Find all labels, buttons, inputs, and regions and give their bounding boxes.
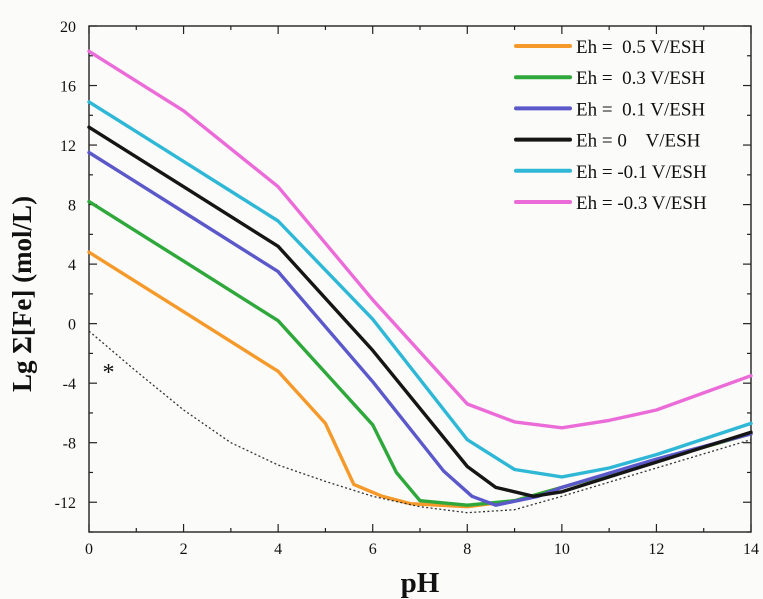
legend-label: Eh = -0.1 V/ESH bbox=[576, 162, 707, 183]
x-tick-label: 10 bbox=[554, 541, 570, 558]
axes-layer: 0 2 4 6 8 10 12 14 -12 -8 -4 0 4 8 12 16 20 bbox=[55, 19, 759, 558]
legend-label: Eh = 0.1 V/ESH bbox=[576, 99, 705, 120]
series-line-6 bbox=[87, 49, 753, 430]
y-axis-title: Lg Σ[Fe] (mol/L) bbox=[7, 196, 37, 392]
x-tick-label: 6 bbox=[369, 541, 377, 558]
y-tick-label: 4 bbox=[68, 257, 76, 274]
x-tick-label: 2 bbox=[180, 541, 188, 558]
legend-label: Eh = -0.3 V/ESH bbox=[576, 193, 707, 214]
legend-label: Eh = 0 V/ESH bbox=[576, 131, 701, 152]
series-line-4 bbox=[87, 125, 753, 498]
series-line-5 bbox=[87, 100, 753, 479]
series-line-3 bbox=[87, 150, 753, 507]
y-tick-label: -4 bbox=[63, 376, 76, 393]
y-tick-label: 0 bbox=[68, 317, 76, 334]
y-tick-label: 12 bbox=[60, 138, 76, 155]
y-tick-label: 16 bbox=[60, 79, 76, 96]
series-layer bbox=[87, 49, 753, 514]
legend-label: Eh = 0.5 V/ESH bbox=[576, 37, 705, 58]
y-tick-label: 8 bbox=[68, 198, 76, 215]
x-tick-label: 12 bbox=[648, 541, 664, 558]
y-tick-label: 20 bbox=[60, 19, 76, 36]
x-tick-label: 14 bbox=[743, 541, 759, 558]
series-line-reference-dotted bbox=[88, 330, 752, 514]
y-tick-label: -12 bbox=[55, 495, 76, 512]
x-tick-label: 0 bbox=[85, 541, 93, 558]
x-tick-label: 8 bbox=[463, 541, 471, 558]
legend: Eh = 0.5 V/ESH Eh = 0.3 V/ESH Eh = 0.1 V/E… bbox=[514, 37, 707, 214]
y-tick-label: -8 bbox=[63, 436, 76, 453]
x-tick-label: 4 bbox=[274, 541, 282, 558]
annotation-label: * bbox=[102, 360, 114, 386]
legend-label: Eh = 0.3 V/ESH bbox=[576, 68, 705, 89]
x-axis-title: pH bbox=[401, 567, 440, 599]
